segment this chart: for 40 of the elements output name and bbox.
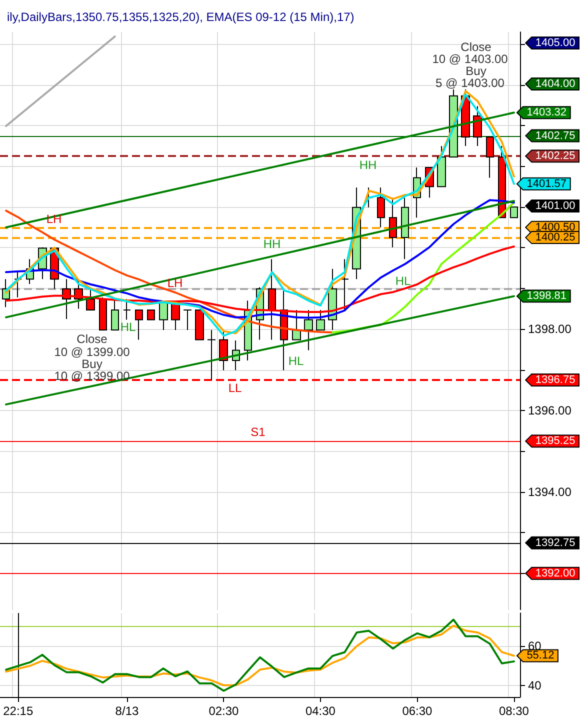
ref-line-label: 1400.25 <box>535 232 576 244</box>
annotation: HH <box>263 237 281 251</box>
y-tick-label: 40 <box>528 678 542 692</box>
annotation: 5 @ 1403.00 <box>436 76 505 90</box>
x-tick-label: 04:30 <box>305 704 336 718</box>
text: 1401.00 <box>535 200 576 212</box>
data-label: 1398.81 <box>526 290 567 302</box>
annotation: 10 @ 1403.00 <box>432 52 508 66</box>
ref-line-label: 1395.25 <box>535 435 576 448</box>
ref-line-label: 1400.50 <box>535 221 576 234</box>
y-tick-label: 1394.00 <box>528 484 572 499</box>
annotation: LH <box>167 276 183 290</box>
ref-line-label: 1392.75 <box>535 536 576 549</box>
data-label: 1401.57 <box>526 178 567 190</box>
chart-title: ily,DailyBars,1350.75,1355,1325,20), EMA(ES 09-12 (15 Min),17) <box>7 10 354 24</box>
annotation: HL <box>288 354 304 368</box>
ref-line-label: 1402.75 <box>535 130 576 142</box>
x-tick-label: 8/13 <box>115 704 139 718</box>
data-label: 1403.32 <box>526 106 567 119</box>
ref-line-label: 1396.75 <box>535 374 576 386</box>
annotation: Buy <box>82 357 102 371</box>
ref-line-label: 1392.00 <box>535 567 576 580</box>
annotation: Buy <box>466 64 486 78</box>
x-tick-label: 08:30 <box>498 704 530 718</box>
annotation: 10 @ 1399.00 <box>54 345 130 359</box>
x-tick-label: 22:15 <box>3 704 34 718</box>
x-tick-label: 06:30 <box>402 704 433 718</box>
annotation: LL <box>228 381 242 395</box>
x-tick-label: 02:30 <box>208 704 240 718</box>
annotation: Close <box>460 40 492 54</box>
annotation: S1 <box>250 425 266 439</box>
text: 1405.00 <box>535 37 576 49</box>
ref-line-label: 1402.25 <box>535 150 576 162</box>
y-tick-label: 1396.00 <box>528 404 572 418</box>
text: 1404.00 <box>535 78 576 90</box>
annotation: HH <box>359 158 377 172</box>
y-tick-label: 1398.00 <box>528 322 572 336</box>
annotation: Close <box>76 332 108 346</box>
annotation: HL <box>120 320 136 334</box>
annotation: HL <box>395 274 411 288</box>
